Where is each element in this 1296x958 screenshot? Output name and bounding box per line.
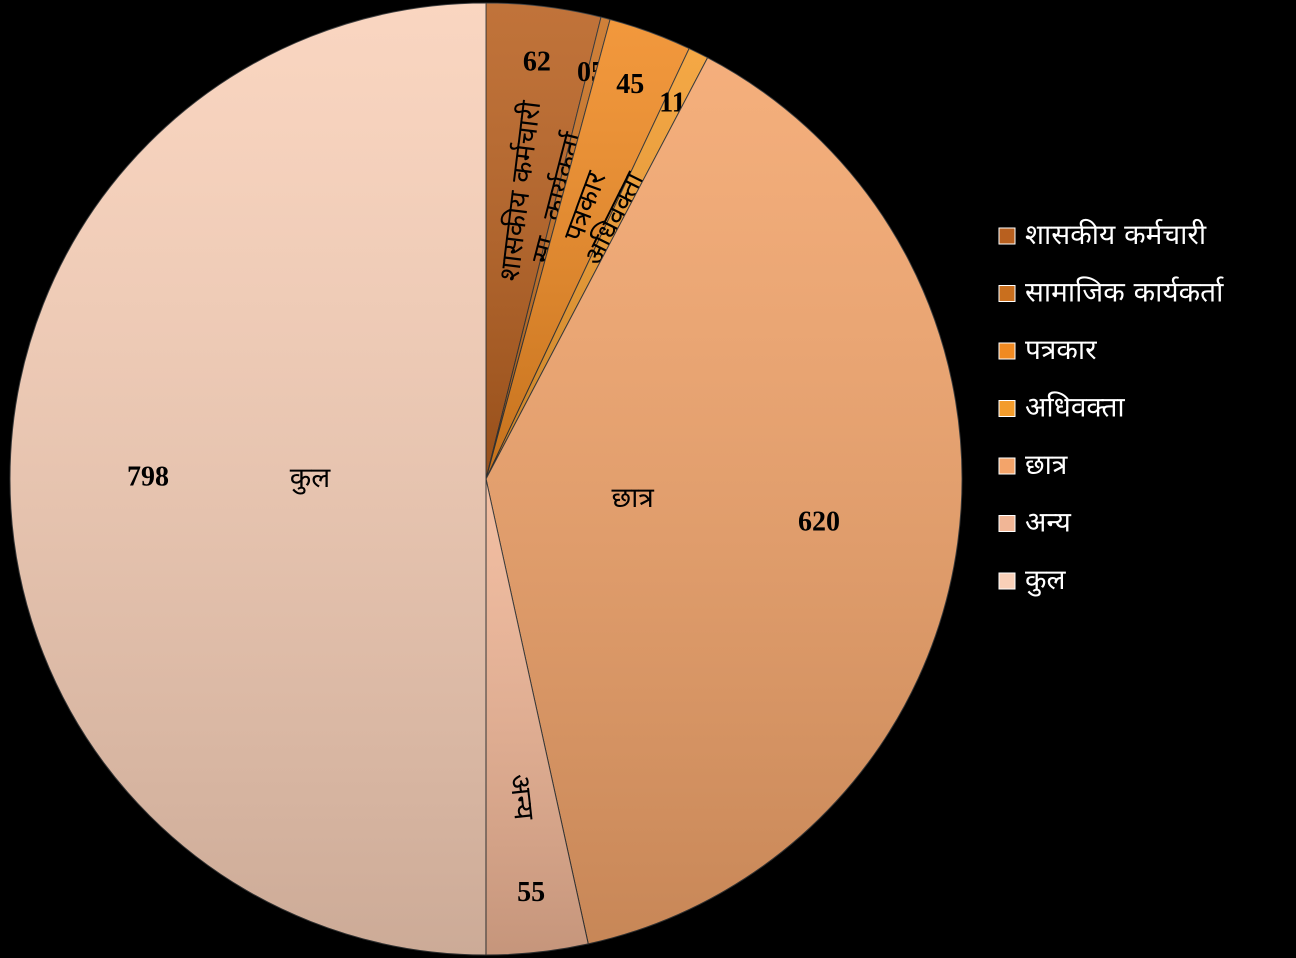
slice-label: कुल	[290, 461, 332, 495]
slice-shade	[486, 479, 589, 955]
value-label: 45	[616, 69, 644, 100]
slice-shade	[486, 57, 963, 944]
slice-label: अन्य	[503, 772, 541, 822]
slice-shade	[486, 48, 708, 479]
slice-label: छात्र	[612, 481, 655, 514]
slice-shade	[10, 3, 486, 955]
slice-shade	[486, 19, 690, 479]
value-label: 798	[127, 461, 169, 492]
legend-swatch	[998, 515, 1016, 532]
legend-label: कुल	[1025, 563, 1067, 597]
value-label: 620	[798, 506, 840, 537]
value-label: 62	[523, 47, 551, 78]
legend-label: अधिवक्ता	[1025, 391, 1125, 424]
legend-label: शासकीय कर्मचारी	[1025, 218, 1207, 251]
legend-swatch	[998, 572, 1016, 590]
value-label: 55	[517, 877, 545, 908]
legend-label: छात्र	[1025, 448, 1068, 481]
legend-label: पत्रकार	[1025, 333, 1097, 366]
legend-swatch	[998, 400, 1016, 417]
legend-swatch	[998, 227, 1016, 245]
legend-swatch	[998, 285, 1016, 302]
slice-shade	[486, 3, 602, 479]
legend-swatch	[998, 342, 1016, 360]
legend-label: अन्य	[1025, 506, 1072, 539]
legend-label: सामाजिक कार्यकर्ता	[1025, 276, 1224, 309]
legend-swatch	[998, 457, 1016, 475]
